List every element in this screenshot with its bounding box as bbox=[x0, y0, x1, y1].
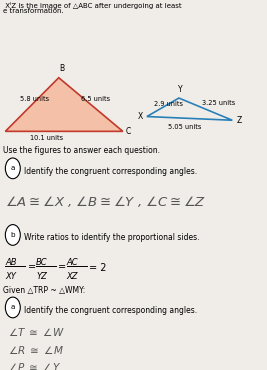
Circle shape bbox=[5, 297, 20, 318]
Text: a: a bbox=[11, 165, 15, 171]
Text: 6.5 units: 6.5 units bbox=[81, 96, 111, 102]
Text: 5.8 units: 5.8 units bbox=[20, 96, 49, 102]
Text: 10.1 units: 10.1 units bbox=[30, 135, 63, 141]
Text: XᴵZ is the image of △ABC after undergoing at least: XᴵZ is the image of △ABC after undergoin… bbox=[3, 2, 181, 9]
Text: $\angle$R $\cong$ $\angle$M: $\angle$R $\cong$ $\angle$M bbox=[8, 344, 64, 356]
Text: Given △TRP ~ △WMY:: Given △TRP ~ △WMY: bbox=[3, 286, 85, 295]
Text: $\angle$T $\cong$ $\angle$W: $\angle$T $\cong$ $\angle$W bbox=[8, 326, 65, 338]
Text: YZ: YZ bbox=[36, 272, 47, 281]
Text: =: = bbox=[58, 262, 66, 273]
Text: 3.25 units: 3.25 units bbox=[202, 100, 235, 106]
Text: e transformation.: e transformation. bbox=[3, 8, 64, 14]
Text: a: a bbox=[11, 305, 15, 310]
Text: Z: Z bbox=[236, 116, 242, 125]
Text: B: B bbox=[59, 64, 64, 73]
Circle shape bbox=[5, 158, 20, 179]
Text: AB: AB bbox=[5, 258, 17, 267]
Text: Y: Y bbox=[178, 85, 183, 94]
Text: Write ratios to identify the proportional sides.: Write ratios to identify the proportiona… bbox=[24, 233, 199, 242]
Text: =: = bbox=[28, 262, 36, 273]
Text: X: X bbox=[138, 112, 143, 121]
Text: $\angle$P $\cong$ $\angle$Y: $\angle$P $\cong$ $\angle$Y bbox=[8, 361, 61, 370]
Text: C: C bbox=[125, 127, 131, 136]
Text: AC: AC bbox=[67, 258, 78, 267]
Text: = 2: = 2 bbox=[89, 262, 107, 273]
Text: b: b bbox=[10, 232, 15, 238]
Polygon shape bbox=[5, 78, 123, 131]
Text: BC: BC bbox=[36, 258, 48, 267]
Text: Identify the congruent corresponding angles.: Identify the congruent corresponding ang… bbox=[24, 306, 197, 314]
Text: Identify the congruent corresponding angles.: Identify the congruent corresponding ang… bbox=[24, 166, 197, 175]
Text: $\angle$A$\cong$$\angle$X , $\angle$B$\cong$$\angle$Y , $\angle$C$\cong$$\angle$: $\angle$A$\cong$$\angle$X , $\angle$B$\c… bbox=[5, 194, 207, 209]
Text: 2.9 units: 2.9 units bbox=[154, 101, 183, 107]
Text: XY: XY bbox=[5, 272, 16, 281]
Text: Use the figures to answer each question.: Use the figures to answer each question. bbox=[3, 146, 160, 155]
Text: XZ: XZ bbox=[67, 272, 78, 281]
Text: 5.05 units: 5.05 units bbox=[168, 124, 201, 130]
Circle shape bbox=[5, 225, 20, 245]
